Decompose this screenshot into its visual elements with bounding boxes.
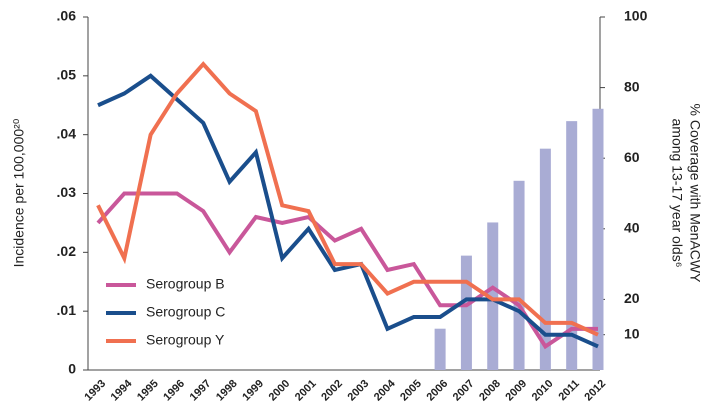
x-tick-label: 1996 — [161, 378, 187, 404]
x-tick-label: 2008 — [477, 378, 503, 404]
bar — [539, 148, 551, 370]
x-tick-label: 2004 — [372, 377, 398, 403]
x-tick-label: 2001 — [293, 378, 319, 404]
bar — [566, 121, 578, 370]
line — [97, 73, 599, 349]
x-tick-label: 2012 — [582, 378, 608, 404]
x-tick-label: 1997 — [188, 378, 214, 404]
bar — [487, 222, 499, 370]
y2-tick-label: 60 — [624, 149, 640, 165]
y-tick-label: .06 — [57, 8, 77, 24]
bar — [460, 255, 472, 370]
bar — [434, 328, 446, 370]
legend-label: Serogroup B — [146, 276, 225, 292]
y-tick-label: .03 — [57, 184, 77, 200]
y-tick-label: .02 — [57, 243, 77, 259]
y2-tick-label: 20 — [624, 290, 640, 306]
x-tick-label: 1995 — [135, 378, 161, 404]
y2-tick-label: 100 — [624, 8, 648, 24]
x-tick-label: 2007 — [451, 378, 477, 404]
y2-axis-title: % Coverage with MenACWY — [687, 104, 703, 284]
y-tick-label: .01 — [57, 302, 77, 318]
x-tick-label: 2003 — [346, 378, 372, 404]
y2-tick-label: 80 — [624, 78, 640, 94]
x-tick-label: 2009 — [503, 378, 529, 404]
bar — [513, 180, 525, 370]
x-tick-label: 1993 — [82, 378, 108, 404]
y2-axis-title: among 13-17 year olds⁶ — [669, 119, 685, 268]
bar — [592, 108, 604, 370]
y2-tick-label: 10 — [624, 325, 640, 341]
x-tick-label: 1999 — [240, 378, 266, 404]
legend-label: Serogroup Y — [146, 332, 225, 348]
x-tick-label: 2010 — [530, 378, 556, 404]
x-tick-label: 2006 — [424, 378, 450, 404]
y-tick-label: 0 — [68, 361, 76, 377]
y-tick-label: .05 — [57, 67, 77, 83]
x-tick-label: 2002 — [319, 378, 345, 404]
line — [96, 61, 599, 337]
x-tick-label: 1998 — [214, 378, 240, 404]
x-tick-label: 2000 — [267, 378, 293, 404]
legend-label: Serogroup C — [146, 304, 225, 320]
y-tick-label: .04 — [57, 125, 77, 141]
x-tick-label: 1994 — [109, 377, 135, 403]
line — [96, 191, 598, 350]
y2-tick-label: 40 — [624, 220, 640, 236]
y-axis-title: Incidence per 100,000²⁰ — [11, 118, 27, 267]
x-tick-label: 2005 — [398, 378, 424, 404]
x-tick-label: 2011 — [556, 378, 581, 403]
